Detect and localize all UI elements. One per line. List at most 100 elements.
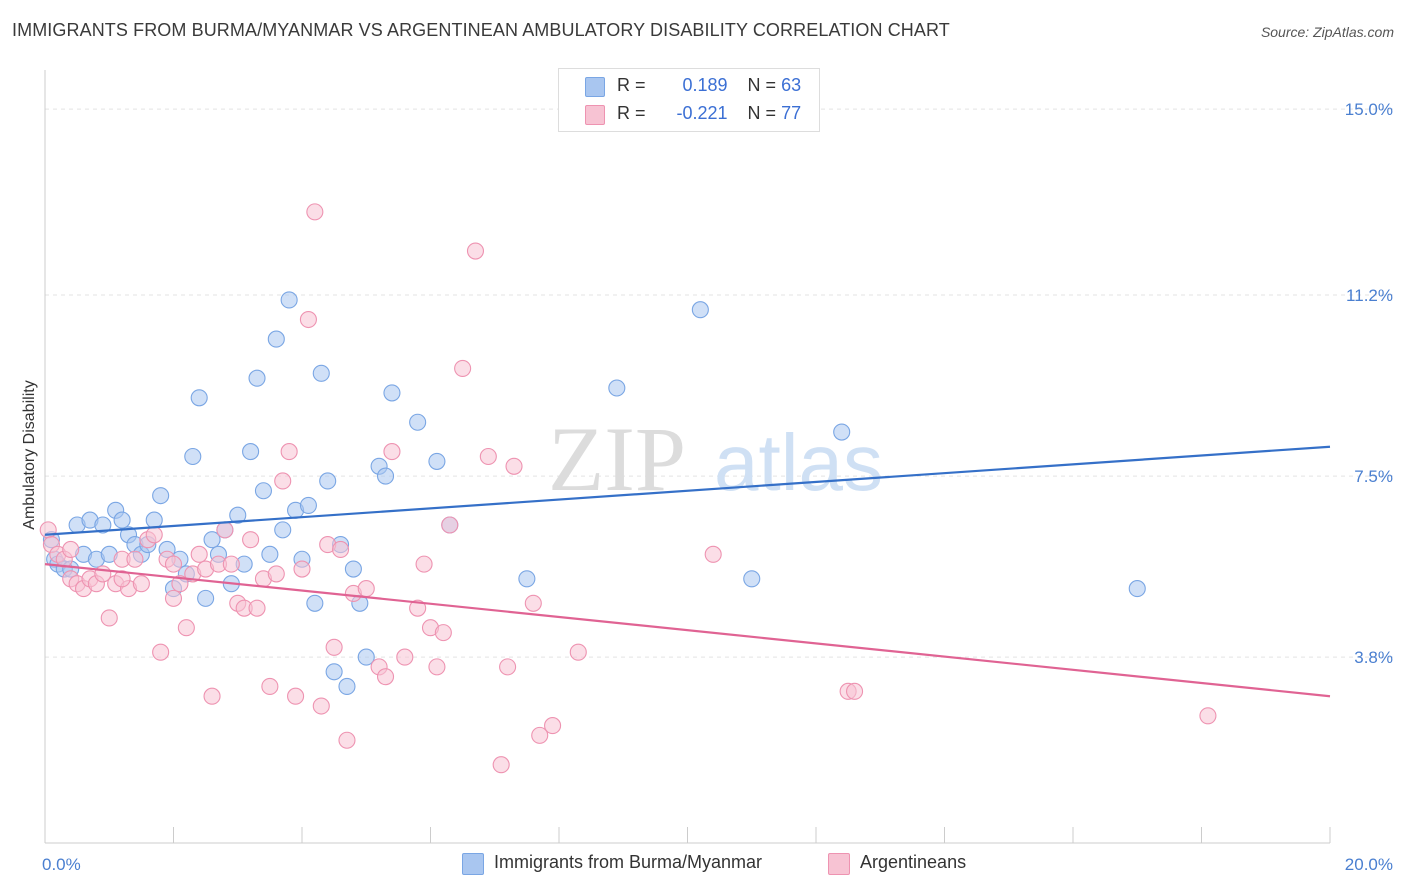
point-burma [113, 511, 131, 529]
point-argentineans [479, 447, 497, 466]
point-argentineans [287, 687, 305, 705]
point-burma [267, 330, 285, 348]
point-argentineans [203, 687, 221, 705]
y-tick-label: 11.2% [1346, 286, 1393, 305]
point-burma [325, 663, 343, 681]
x-tick-label: 20.0% [1345, 855, 1393, 874]
point-argentineans [1199, 707, 1217, 725]
point-burma [197, 589, 215, 607]
n-label: N = [747, 75, 777, 95]
point-burma [280, 291, 298, 309]
point-argentineans [113, 570, 131, 588]
point-burma [184, 447, 202, 466]
point-argentineans [222, 555, 240, 573]
point-argentineans [312, 697, 330, 715]
point-argentineans [293, 560, 311, 578]
point-burma [306, 594, 324, 612]
point-argentineans [505, 457, 523, 475]
point-burma [248, 369, 266, 387]
trend-line-argentineans [44, 563, 1331, 698]
point-argentineans [171, 575, 189, 593]
point-burma [190, 389, 208, 407]
y-tick-label: 15.0% [1345, 100, 1393, 119]
point-argentineans [132, 575, 150, 593]
grid-lines [45, 108, 1395, 658]
point-burma [338, 677, 356, 695]
point-burma [229, 506, 247, 524]
point-argentineans [454, 359, 472, 377]
legend-swatch-blue [585, 77, 605, 97]
point-burma [409, 413, 427, 431]
point-argentineans [100, 609, 118, 627]
point-argentineans [704, 545, 722, 563]
point-argentineans [164, 555, 183, 573]
point-burma [254, 482, 273, 500]
point-burma [428, 452, 446, 470]
point-burma [833, 423, 851, 441]
y-tick-label: 3.8% [1354, 648, 1393, 667]
point-argentineans [569, 643, 587, 661]
legend-swatch-argentineans [828, 853, 850, 875]
point-argentineans [434, 624, 452, 642]
point-argentineans [415, 555, 433, 573]
point-burma [152, 487, 170, 505]
point-argentineans [152, 643, 170, 661]
trend-lines [44, 445, 1331, 698]
point-burma [518, 570, 536, 588]
point-burma [344, 560, 362, 578]
point-argentineans [531, 726, 549, 744]
point-argentineans [338, 731, 356, 749]
point-burma [94, 516, 112, 534]
legend-swatch-pink [585, 105, 605, 125]
point-argentineans [325, 638, 343, 656]
point-argentineans [409, 599, 427, 617]
x-tick-label: 0.0% [42, 855, 81, 874]
axes [44, 70, 1331, 844]
point-burma [357, 648, 375, 666]
point-burma [743, 570, 761, 588]
legend-swatch-burma [462, 853, 484, 875]
point-argentineans [62, 540, 80, 559]
point-burma [312, 364, 330, 382]
point-burma [261, 545, 279, 563]
point-argentineans [299, 310, 317, 329]
y-axis-label: Ambulatory Disability [21, 380, 38, 529]
point-burma [203, 531, 221, 549]
point-burma [299, 496, 317, 514]
point-argentineans [177, 619, 195, 637]
stats-legend: R = 0.189 N = 63 R = -0.221 N = 77 [558, 68, 820, 132]
point-burma [376, 467, 395, 485]
r-label: R = [617, 103, 646, 123]
point-argentineans [441, 516, 459, 534]
trend-line-burma [44, 445, 1331, 536]
data-points [39, 203, 1217, 774]
chart-title: IMMIGRANTS FROM BURMA/MYANMAR VS ARGENTI… [12, 20, 950, 40]
watermark-atlas: atlas [714, 418, 883, 507]
r-value-blue: 0.189 [682, 75, 728, 95]
point-argentineans [280, 443, 298, 461]
point-argentineans [357, 580, 375, 598]
y-tick-label: 7.5% [1354, 467, 1393, 486]
point-burma [383, 384, 401, 402]
legend-label-burma: Immigrants from Burma/Myanmar [494, 852, 763, 872]
point-argentineans [190, 545, 208, 563]
point-argentineans [145, 526, 163, 544]
n-label: N = [747, 103, 777, 123]
legend-label-argentineans: Argentineans [860, 852, 967, 872]
point-argentineans [274, 472, 292, 490]
point-argentineans [306, 203, 324, 221]
point-burma [242, 443, 260, 461]
point-argentineans [428, 658, 446, 676]
point-argentineans [524, 594, 542, 612]
tick-labels: 3.8% 7.5% 11.2% 15.0% 0.0% 20.0% [42, 100, 1393, 874]
point-burma [691, 301, 709, 319]
point-argentineans [544, 717, 562, 735]
r-value-pink: -0.221 [676, 103, 728, 123]
chart-source: Source: ZipAtlas.com [1260, 24, 1394, 40]
point-argentineans [216, 521, 234, 539]
point-argentineans [242, 531, 260, 549]
point-argentineans [499, 658, 517, 676]
point-argentineans [331, 540, 350, 559]
point-argentineans [261, 677, 279, 695]
